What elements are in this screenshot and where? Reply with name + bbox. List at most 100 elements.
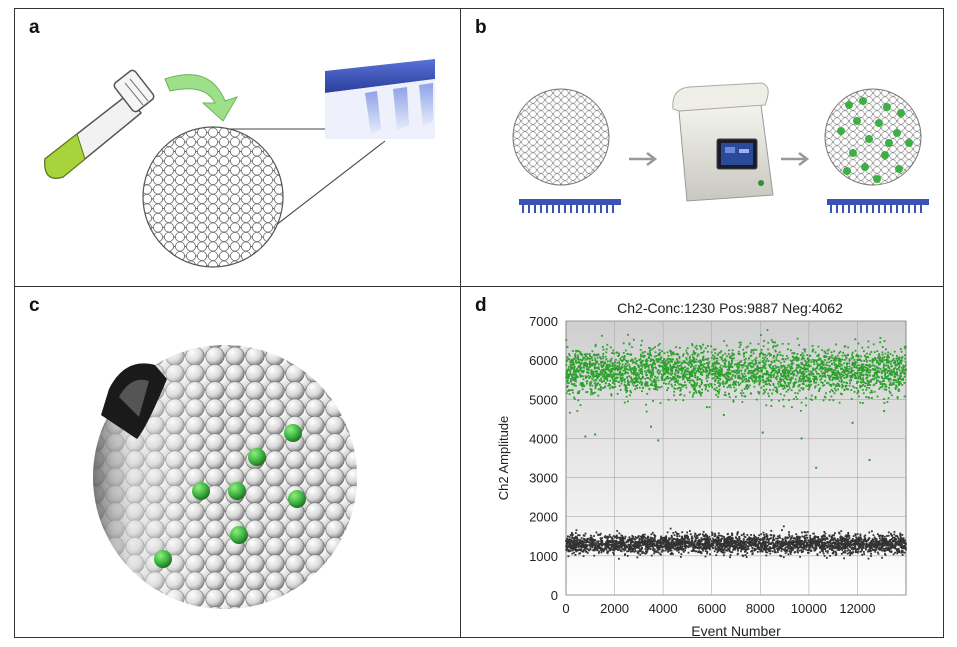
point-pos xyxy=(769,366,772,369)
point-pos xyxy=(729,356,731,359)
point-neg xyxy=(814,535,817,538)
point-pos xyxy=(802,374,805,377)
point-pos xyxy=(674,374,677,377)
point-pos xyxy=(652,400,654,402)
point-neg xyxy=(649,545,651,548)
point-pos xyxy=(684,375,686,378)
point-pos xyxy=(807,360,810,363)
point-pos xyxy=(711,377,714,380)
point-neg xyxy=(644,548,647,550)
point-pos xyxy=(878,355,881,358)
point-pos xyxy=(751,370,754,373)
point-pos xyxy=(761,366,764,369)
point-pos xyxy=(692,388,695,390)
point-pos xyxy=(789,369,792,372)
point-pos xyxy=(682,353,685,355)
point-pos xyxy=(843,362,846,365)
point-pos xyxy=(636,384,639,387)
point-pos xyxy=(783,375,786,377)
point-pos xyxy=(671,358,674,361)
point-pos xyxy=(711,368,713,371)
point-pos xyxy=(679,394,681,396)
point-pos xyxy=(582,385,585,388)
point-pos xyxy=(666,363,669,365)
point-neg xyxy=(885,542,888,545)
point-pos xyxy=(674,384,677,386)
point-pos xyxy=(833,364,836,366)
point-pos xyxy=(894,360,896,363)
point-pos xyxy=(650,384,653,386)
point-pos xyxy=(613,372,616,375)
point-pos xyxy=(689,355,691,358)
point-pos xyxy=(816,366,818,369)
point-pos xyxy=(668,380,671,383)
point-pos xyxy=(582,356,585,359)
point-pos xyxy=(747,362,750,365)
point-pos xyxy=(863,381,866,384)
point-pos xyxy=(597,373,600,376)
point-pos xyxy=(570,389,573,392)
well-plate-icon xyxy=(325,59,435,139)
point-pos xyxy=(640,362,642,365)
point-pos xyxy=(590,370,593,373)
point-pos xyxy=(873,390,876,393)
point-pos xyxy=(566,359,568,362)
point-pos xyxy=(845,376,848,379)
point-pos xyxy=(772,344,775,347)
point-pos xyxy=(651,380,654,383)
point-pos xyxy=(781,354,784,357)
point-pos xyxy=(775,366,778,368)
point-pos xyxy=(883,383,886,385)
point-pos xyxy=(894,367,897,369)
point-neg xyxy=(769,547,771,550)
point-neg xyxy=(776,545,779,548)
point-pos xyxy=(801,367,804,370)
point-pos xyxy=(888,373,891,376)
point-neg xyxy=(617,549,619,552)
point-pos xyxy=(900,357,903,360)
point-pos xyxy=(736,363,739,366)
point-pos xyxy=(689,379,692,382)
point-pos xyxy=(901,368,904,371)
point-pos xyxy=(867,381,870,384)
point-pos xyxy=(719,370,722,373)
point-pos xyxy=(775,356,778,359)
point-pos xyxy=(626,364,629,367)
point-neg xyxy=(878,537,881,540)
point-pos xyxy=(746,387,749,390)
point-neg xyxy=(852,537,854,540)
point-pos xyxy=(701,351,704,354)
point-pos xyxy=(853,364,856,367)
point-neg xyxy=(891,544,894,547)
point-pos xyxy=(589,355,592,357)
point-pos xyxy=(843,371,846,374)
point-pos xyxy=(689,374,692,377)
point-pos xyxy=(832,357,834,360)
point-neg xyxy=(876,540,879,543)
point-pos xyxy=(594,370,597,373)
point-pos xyxy=(830,360,833,362)
point-pos xyxy=(871,364,874,367)
point-pos xyxy=(644,359,647,362)
point-pos xyxy=(659,364,662,367)
point-pos xyxy=(616,362,619,364)
point-pos xyxy=(820,370,823,373)
point-pos xyxy=(664,373,666,375)
point-pos xyxy=(871,359,874,362)
plate-strip-icon xyxy=(519,199,621,213)
point-pos xyxy=(853,358,856,361)
point-pos xyxy=(899,376,901,379)
point-pos xyxy=(832,359,835,362)
point-pos xyxy=(860,360,863,362)
point-pos xyxy=(854,372,857,374)
point-pos xyxy=(849,376,852,379)
point-pos xyxy=(787,381,790,384)
point-pos xyxy=(649,353,652,356)
point-pos xyxy=(648,349,651,352)
point-neg xyxy=(704,550,707,552)
point-neg xyxy=(765,548,768,551)
point-pos xyxy=(750,362,753,364)
point-pos xyxy=(786,374,789,377)
point-pos xyxy=(835,384,838,386)
